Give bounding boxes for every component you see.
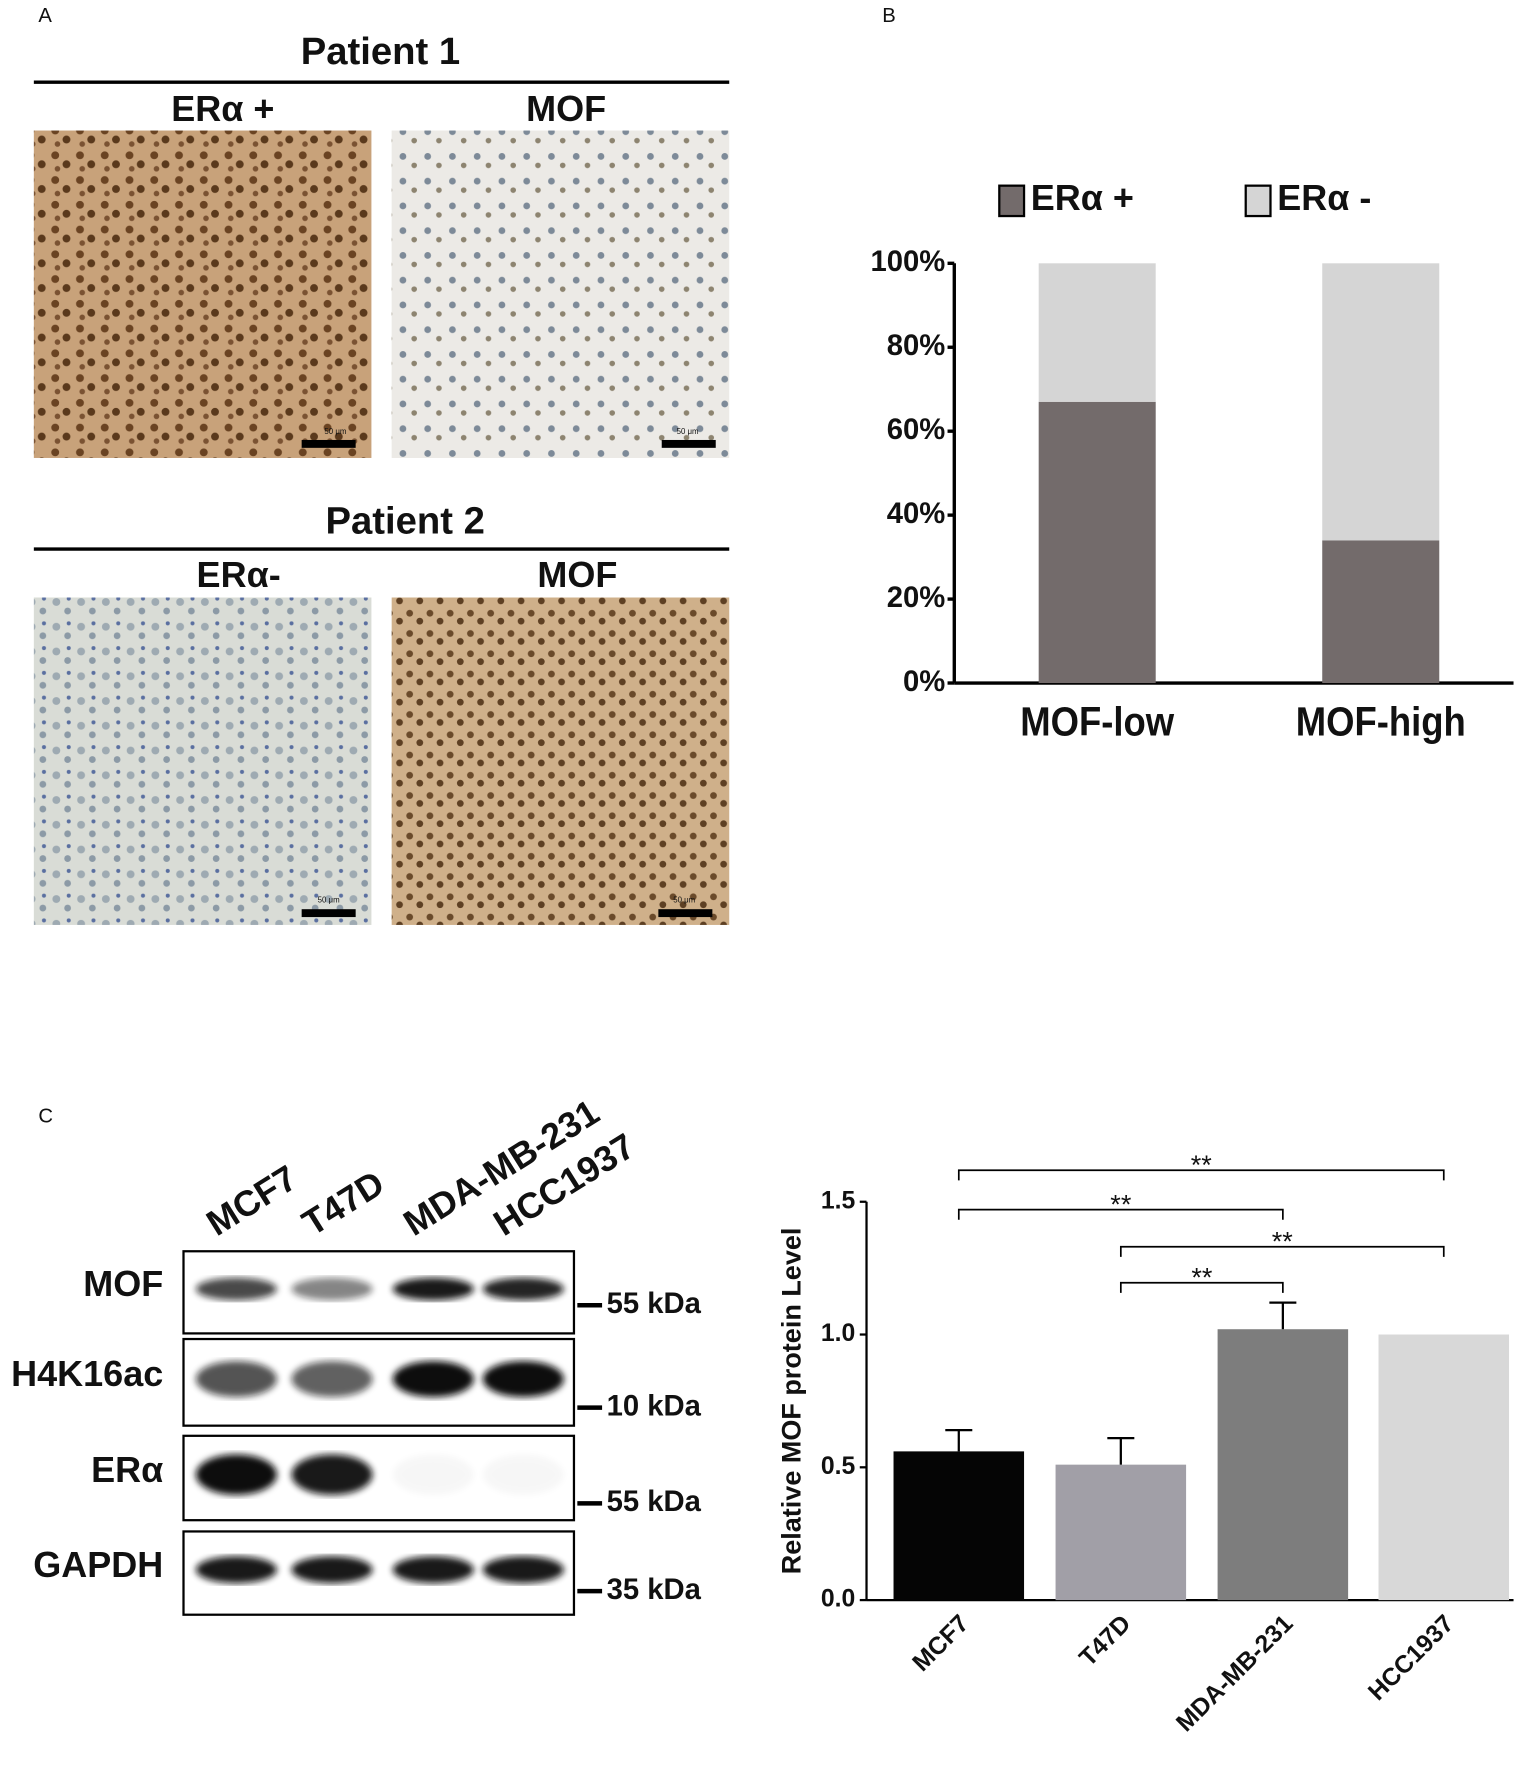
row-label: ERα [91, 1449, 163, 1490]
band [195, 1277, 277, 1301]
significance-bracket [957, 1169, 1445, 1181]
x-tick-label: T47D [1075, 1610, 1137, 1672]
patient-title: Patient 2 [325, 499, 484, 542]
scale-bar-label: 50 μm [673, 895, 695, 904]
marker-label: 55 kDa [607, 1486, 702, 1518]
marker-label: 55 kDa [607, 1288, 702, 1320]
significance-bracket [957, 1208, 1284, 1220]
band [291, 1360, 373, 1397]
significance-label: ** [1110, 1189, 1132, 1219]
micrograph [391, 130, 730, 458]
lane-label: T47D [295, 1162, 391, 1243]
y-tick-label: 0.5 [821, 1453, 856, 1480]
band [393, 1454, 474, 1495]
x-tick-label: MDA-MB-231 [1171, 1610, 1298, 1737]
band [482, 1556, 564, 1584]
stacked-bar-chart: 0% 20% 40% 60% 80% 100% MOF-low MOF-high ERα + ER… [870, 177, 1514, 745]
band [195, 1360, 277, 1397]
y-tick-label: 60% [887, 414, 946, 446]
scale-bar [301, 439, 356, 448]
bar-segment [1322, 540, 1440, 684]
y-tick-label: 1.5 [821, 1187, 856, 1214]
panel-a: A Patient 1 ERα + MOF 50 μm 50 μm Patien… [33, 5, 730, 925]
legend-label: ERα - [1277, 177, 1371, 218]
scale-bar-label: 50 μm [324, 427, 346, 436]
micrograph [33, 597, 372, 925]
y-tick-label: 0.0 [821, 1586, 855, 1613]
blot-box [182, 1434, 576, 1522]
y-tick-label: 40% [887, 498, 946, 530]
image-label: ERα- [197, 554, 281, 595]
legend-label: ERα + [1031, 177, 1134, 218]
band [392, 1360, 474, 1397]
panel-label: C [38, 1106, 53, 1128]
significance-bracket [1119, 1245, 1445, 1257]
y-tick-label: 0% [903, 666, 945, 698]
panel-label: B [882, 5, 896, 27]
bar [1055, 1464, 1187, 1601]
x-tick-label: HCC1937 [1363, 1610, 1459, 1706]
y-axis-label: Relative MOF protein Level [777, 1228, 807, 1575]
y-tick-label: 20% [887, 582, 946, 614]
bar [893, 1451, 1025, 1601]
legend-swatch [1244, 184, 1272, 218]
band [483, 1454, 564, 1495]
scale-bar-label: 50 μm [677, 427, 699, 436]
row-label: GAPDH [33, 1544, 163, 1585]
scale-bar [658, 909, 713, 918]
band [195, 1454, 277, 1495]
band [291, 1454, 373, 1495]
image-label: MOF [537, 554, 617, 595]
row-label: MOF [83, 1263, 163, 1304]
y-tick-label: 80% [887, 330, 946, 362]
x-tick-label: MCF7 [908, 1610, 975, 1677]
significance-label: ** [1191, 1263, 1213, 1293]
band [392, 1556, 474, 1584]
image-label: MOF [526, 88, 606, 129]
scale-bar [301, 909, 356, 918]
band [291, 1277, 373, 1301]
significance-bracket [1119, 1281, 1284, 1293]
band [195, 1556, 277, 1584]
band [482, 1277, 564, 1301]
legend-swatch [998, 184, 1026, 218]
significance-label: ** [1272, 1227, 1294, 1257]
y-tick-label: 100% [870, 246, 945, 278]
x-tick-label: MOF-high [1296, 700, 1466, 745]
bar-segment [1322, 263, 1440, 541]
bar-chart: 0.0 0.5 1.0 1.5 Relative MOF protein Level MC… [777, 1150, 1514, 1737]
bar [1217, 1329, 1349, 1601]
lane-label: MCF7 [199, 1157, 304, 1244]
significance-label: ** [1191, 1150, 1213, 1180]
band [482, 1360, 564, 1397]
image-label: ERα + [171, 88, 274, 129]
micrograph [33, 130, 372, 458]
panel-label: A [38, 5, 52, 27]
y-tick-label: 1.0 [821, 1320, 855, 1347]
scale-bar [661, 439, 716, 448]
bar-segment [1038, 263, 1156, 402]
patient-title: Patient 1 [301, 30, 460, 73]
marker-label: 35 kDa [607, 1574, 702, 1606]
scale-bar-label: 50 μm [318, 895, 340, 904]
bar [1378, 1334, 1510, 1601]
band [392, 1277, 474, 1301]
bar-segment [1038, 401, 1156, 684]
micrograph [391, 597, 730, 925]
x-tick-label: MOF-low [1020, 700, 1175, 745]
row-label: H4K16ac [11, 1353, 163, 1394]
band [291, 1556, 373, 1584]
marker-label: 10 kDa [607, 1390, 702, 1422]
